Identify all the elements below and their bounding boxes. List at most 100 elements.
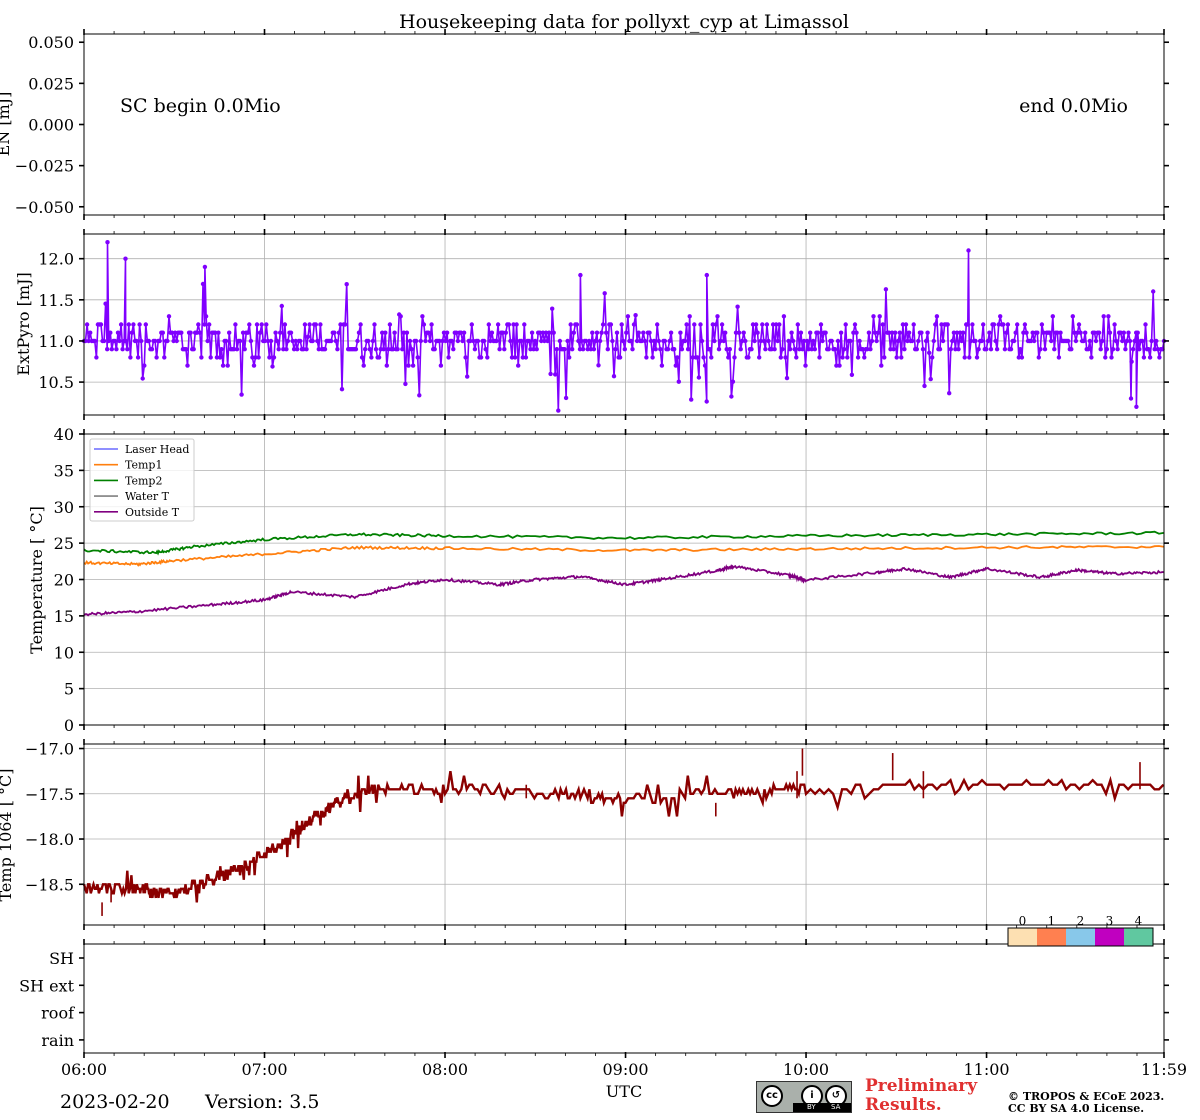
- extpyro-point: [933, 322, 938, 327]
- extpyro-point: [333, 338, 338, 344]
- extpyro-point: [740, 338, 745, 344]
- extpyro-point: [591, 347, 597, 352]
- extpyro-point: [772, 347, 777, 352]
- extpyro-point: [472, 347, 478, 352]
- extpyro-point: [361, 363, 366, 368]
- extpyro-point: [716, 347, 722, 352]
- extpyro-point: [1001, 322, 1006, 327]
- extpyro-point: [906, 330, 912, 335]
- extpyro-point: [298, 338, 303, 344]
- extpyro-point: [217, 355, 223, 360]
- extpyro-point: [370, 338, 376, 344]
- extpyro-point: [733, 330, 739, 335]
- extpyro-point: [928, 376, 933, 382]
- extpyro-point: [968, 338, 974, 344]
- y-tick-label: −17.5: [25, 785, 74, 804]
- extpyro-point: [1078, 330, 1083, 335]
- extpyro-point: [939, 322, 944, 327]
- extpyro-point: [248, 338, 254, 344]
- extpyro-point: [142, 363, 147, 368]
- extpyro-point: [1070, 314, 1076, 319]
- extpyro-point: [254, 322, 260, 327]
- extpyro-point: [1123, 347, 1128, 352]
- x-tick-label: 09:00: [602, 1060, 648, 1079]
- extpyro-point: [653, 347, 658, 352]
- extpyro-point: [250, 355, 255, 360]
- extpyro-point: [256, 355, 261, 360]
- extpyro-point: [695, 355, 700, 360]
- extpyro-point: [735, 304, 740, 309]
- y-tick-label: −18.5: [25, 875, 74, 894]
- extpyro-point: [764, 322, 770, 327]
- extpyro-point: [702, 363, 708, 368]
- extpyro-point: [923, 338, 929, 344]
- extpyro-point: [1039, 322, 1045, 327]
- extpyro-point: [905, 338, 910, 344]
- extpyro-point: [1005, 322, 1011, 327]
- extpyro-point: [787, 347, 793, 352]
- extpyro-point: [281, 347, 286, 352]
- extpyro-point: [602, 291, 607, 296]
- extpyro-point: [534, 347, 539, 352]
- footer-version: Version: 3.5: [205, 1091, 320, 1113]
- extpyro-point: [797, 347, 802, 352]
- extpyro-point: [974, 355, 980, 360]
- extpyro-point: [1022, 322, 1028, 327]
- extpyro-point: [580, 347, 586, 352]
- extpyro-point: [1004, 330, 1009, 335]
- extpyro-point: [223, 338, 229, 344]
- extpyro-point: [410, 363, 416, 368]
- extpyro-point: [940, 338, 946, 344]
- extpyro-point: [84, 322, 90, 327]
- extpyro-point: [392, 330, 397, 335]
- extpyro-point: [766, 338, 771, 344]
- extpyro-point: [888, 347, 893, 352]
- extpyro-point: [696, 375, 702, 380]
- panel-temp1064-ylabel: Temp 1064 [ °C]: [0, 768, 15, 901]
- extpyro-point: [86, 338, 91, 344]
- extpyro-point: [160, 330, 165, 335]
- panel-extpyro-xticks: [83, 229, 1165, 420]
- panel-flags-frame: [83, 943, 1165, 1054]
- extpyro-point: [947, 391, 952, 396]
- extpyro-point: [755, 330, 760, 335]
- flag-category-label: roof: [41, 1004, 75, 1023]
- extpyro-point: [795, 322, 800, 327]
- extpyro-point: [406, 363, 411, 368]
- extpyro-point: [826, 347, 831, 352]
- extpyro-point: [105, 240, 110, 245]
- extpyro-point: [619, 322, 624, 327]
- extpyro-point: [117, 338, 122, 344]
- preliminary-results-label: Preliminary Results.: [865, 1077, 977, 1115]
- extpyro-point: [489, 330, 495, 335]
- extpyro-point: [548, 371, 553, 377]
- extpyro-point: [495, 322, 501, 327]
- extpyro-point: [465, 374, 470, 379]
- extpyro-point: [715, 314, 720, 319]
- extpyro-point: [372, 322, 377, 327]
- panel-temperature-xticks: [83, 429, 1165, 730]
- extpyro-point: [951, 330, 957, 335]
- extpyro-point: [376, 355, 382, 360]
- extpyro-point: [367, 347, 372, 352]
- extpyro-point: [1098, 347, 1103, 352]
- extpyro-point: [726, 355, 731, 360]
- extpyro-point: [701, 355, 706, 360]
- extpyro-point: [383, 330, 388, 335]
- flag-category-label: SH ext: [19, 976, 74, 995]
- legend-label: Outside T: [125, 506, 180, 519]
- extpyro-point: [511, 322, 516, 327]
- extpyro-point: [1129, 359, 1134, 364]
- extpyro-point: [403, 381, 408, 387]
- extpyro-point: [461, 330, 467, 335]
- extpyro-point: [1143, 322, 1148, 327]
- extpyro-point: [108, 330, 113, 335]
- extpyro-point: [1112, 322, 1117, 327]
- extpyro-point: [88, 330, 93, 335]
- extpyro-point: [225, 363, 230, 368]
- extpyro-point: [590, 330, 595, 335]
- y-tick-label: 35: [54, 461, 74, 480]
- extpyro-point: [644, 355, 649, 360]
- extpyro-series: [81, 240, 1167, 413]
- x-axis-label: UTC: [606, 1082, 642, 1101]
